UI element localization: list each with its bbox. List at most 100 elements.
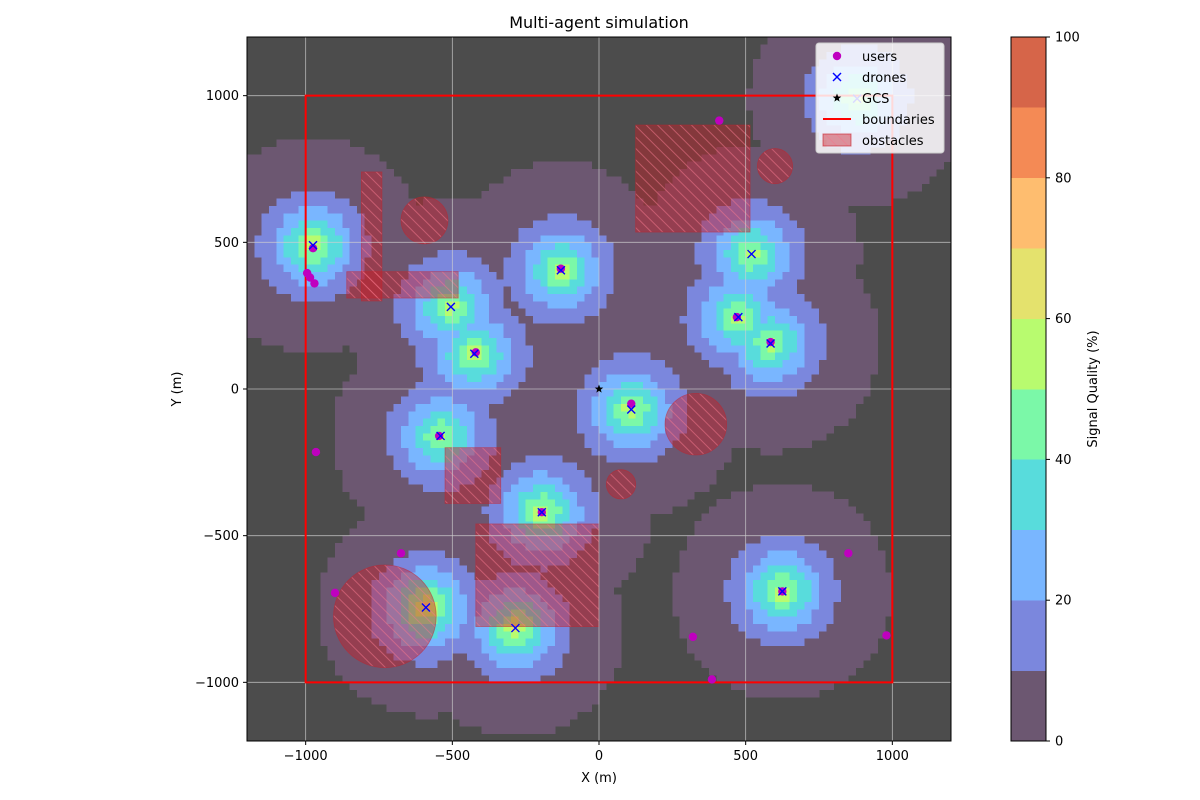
heat-cell [393, 315, 402, 324]
heat-cell [533, 638, 541, 647]
heat-cell [782, 499, 791, 507]
heat-cell [533, 682, 541, 691]
heat-cell [599, 271, 607, 280]
heat-cell [415, 528, 424, 537]
heat-cell [261, 198, 270, 207]
heat-cell [459, 396, 468, 405]
heat-cell [415, 711, 424, 720]
heat-cell [782, 623, 791, 632]
heat-cell [775, 535, 783, 544]
heat-cell [335, 271, 343, 280]
heat-cell [305, 139, 314, 148]
heat-cell [679, 264, 688, 273]
heat-cell [577, 205, 585, 214]
heat-cell [496, 220, 505, 229]
heat-cell [423, 477, 431, 485]
heat-cell [364, 301, 373, 309]
heat-cell [789, 293, 798, 302]
heat-cell [767, 521, 776, 529]
heat-cell [606, 220, 615, 229]
heat-cell [489, 220, 497, 229]
heat-cell [518, 381, 527, 390]
heat-cell [723, 631, 732, 639]
heat-cell [775, 572, 783, 581]
heat-cell [393, 535, 402, 544]
heat-cell [518, 293, 527, 302]
heat-cell [533, 675, 541, 683]
heat-cell [547, 352, 556, 361]
heat-cell [613, 645, 622, 654]
heat-cell [474, 213, 483, 221]
heat-cell [584, 227, 593, 236]
heat-cell [591, 440, 600, 449]
heat-cell [518, 271, 527, 280]
heat-cell [371, 381, 380, 390]
heat-cell [628, 491, 637, 500]
heat-cell [760, 110, 769, 119]
heat-cell [723, 535, 732, 544]
heat-cell [445, 513, 453, 522]
heat-cell [635, 447, 644, 456]
heat-cell [562, 183, 571, 192]
heat-cell [782, 176, 791, 185]
heat-cell [797, 367, 805, 375]
heat-cell [731, 513, 739, 522]
heat-cell [789, 675, 798, 683]
heat-cell [320, 198, 329, 207]
heat-cell [247, 191, 255, 199]
heat-cell [269, 249, 277, 258]
heat-cell [305, 279, 314, 287]
heat-cell [760, 631, 769, 639]
heat-cell [628, 381, 637, 390]
heat-cell [357, 425, 365, 434]
heat-cell [694, 455, 703, 463]
heat-cell [731, 271, 739, 280]
heat-cell [459, 323, 468, 331]
heat-cell [364, 682, 373, 691]
heat-cell [569, 462, 578, 471]
heat-cell [357, 198, 365, 207]
heat-cell [555, 183, 563, 192]
heat-cell [584, 323, 593, 331]
heat-cell [745, 667, 754, 676]
heat-cell [694, 359, 703, 368]
heat-cell [342, 293, 351, 302]
heat-cell [599, 594, 607, 603]
heat-cell [811, 675, 820, 683]
heat-cell [789, 557, 798, 566]
heat-cell [393, 345, 402, 353]
heat-cell [811, 337, 820, 346]
heat-cell [379, 506, 387, 515]
heat-cell [474, 374, 483, 383]
heat-cell [657, 469, 666, 478]
heat-cell [782, 418, 791, 427]
heat-cell [320, 631, 329, 639]
heat-cell [401, 521, 409, 529]
heat-cell [613, 337, 622, 346]
heat-cell [745, 293, 754, 302]
heat-cell [716, 271, 725, 280]
heat-cell [753, 154, 761, 163]
heat-cell [342, 147, 351, 155]
heat-cell [313, 249, 321, 258]
heat-cell [599, 257, 607, 265]
heat-cell [459, 205, 468, 214]
heat-cell [672, 279, 681, 287]
heat-cell [599, 418, 607, 427]
heat-cell [423, 455, 431, 463]
heat-cell [635, 513, 644, 522]
heat-cell [474, 293, 483, 302]
heat-cell [335, 198, 343, 207]
heat-cell [591, 308, 600, 317]
heat-cell [276, 154, 285, 163]
heat-cell [283, 147, 292, 155]
heat-cell [628, 557, 637, 566]
heat-cell [283, 183, 292, 192]
heat-cell [408, 425, 417, 434]
heat-cell [305, 235, 314, 243]
heat-cell [591, 381, 600, 390]
heat-cell [569, 484, 578, 493]
heat-cell [437, 257, 446, 265]
heat-cell [386, 381, 395, 390]
heat-cell [811, 205, 820, 214]
